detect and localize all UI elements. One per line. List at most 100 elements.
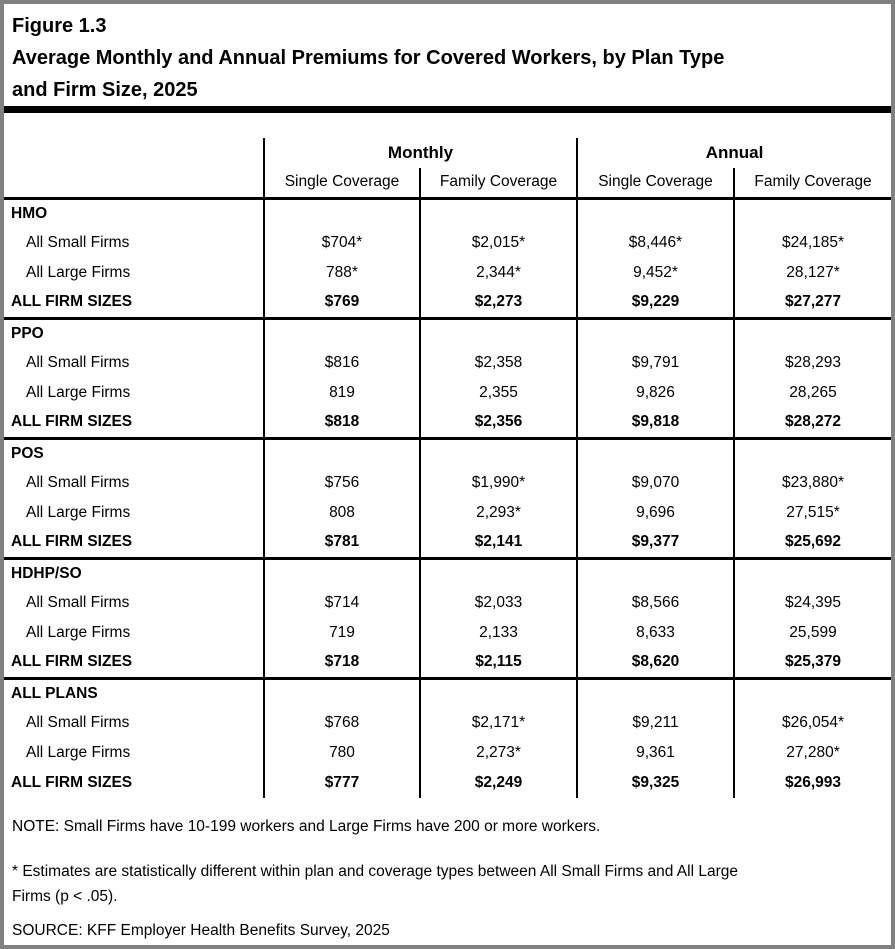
cell-value: $714 — [264, 588, 421, 618]
cell-value: 9,452* — [577, 258, 735, 288]
row-label: ALL FIRM SIZES — [4, 768, 265, 798]
cell-value: 28,265 — [789, 384, 837, 401]
plan-label: PPO — [4, 316, 265, 348]
empty-cell — [577, 436, 735, 468]
empty-cell — [577, 316, 735, 348]
row-label: All Large Firms — [4, 618, 265, 648]
empty-cell — [264, 556, 421, 588]
plan-label: HDHP/SO — [4, 556, 265, 588]
cell-value: 808 — [264, 498, 421, 528]
title-block: Figure 1.3 Average Monthly and Annual Pr… — [4, 4, 891, 106]
note-text: NOTE: Small Firms have 10-199 workers an… — [12, 818, 601, 835]
table-row: All Large Firms 719 2,133 8,633 25,599 — [4, 618, 891, 648]
empty-cell — [420, 676, 578, 708]
cell-value: 9,361 — [577, 738, 735, 768]
row-label: ALL FIRM SIZES — [4, 288, 265, 318]
cell-value: $1,990* — [420, 468, 578, 498]
plan-section-row: HDHP/SO — [4, 556, 891, 588]
empty-cell — [420, 198, 578, 228]
cell-value: $9,211 — [577, 708, 735, 738]
cell-value: $8,620 — [577, 648, 735, 678]
table-row: ALL FIRM SIZES $818 $2,356 $9,818 $28,272 — [4, 408, 891, 438]
plan-section-row: POS — [4, 436, 891, 468]
cell-value: 2,355 — [420, 378, 578, 408]
row-label: All Small Firms — [4, 228, 265, 258]
figure-title: Average Monthly and Annual Premiums for … — [12, 47, 725, 101]
table-row: All Small Firms $768 $2,171* $9,211 $26,054* — [4, 708, 891, 738]
empty-cell — [734, 436, 891, 468]
source-text: SOURCE: KFF Employer Health Benefits Sur… — [12, 922, 390, 939]
cell-value: $28,293 — [784, 354, 842, 371]
table-row: All Large Firms 808 2,293* 9,696 27,515* — [4, 498, 891, 528]
cell-value: $9,229 — [577, 288, 735, 318]
row-label: All Large Firms — [4, 498, 265, 528]
empty-cell — [420, 436, 578, 468]
premiums-table: Monthly Annual Single Coverage Family Cover… — [4, 138, 891, 798]
cell-value: $25,379 — [784, 653, 842, 671]
cell-value: $28,272 — [784, 413, 842, 431]
cell-value: $9,070 — [577, 468, 735, 498]
corner-cell — [4, 168, 265, 198]
empty-cell — [577, 198, 735, 228]
cell-value: 2,133 — [420, 618, 578, 648]
empty-cell — [734, 198, 891, 228]
table-row: All Small Firms $704* $2,015* $8,446* $24,18… — [4, 228, 891, 258]
empty-cell — [264, 436, 421, 468]
cell-value: $718 — [264, 648, 421, 678]
column-header: Single Coverage — [577, 168, 735, 198]
cell-value: 788* — [264, 258, 421, 288]
table-row: ALL FIRM SIZES $781 $2,141 $9,377 $25,692 — [4, 528, 891, 558]
cell-value: $777 — [264, 768, 421, 798]
row-label: ALL FIRM SIZES — [4, 648, 265, 678]
cell-value: $24,395 — [784, 594, 842, 611]
cell-value: $769 — [264, 288, 421, 318]
cell-value: 27,280* — [786, 744, 840, 761]
plan-label: POS — [4, 436, 265, 468]
empty-cell — [420, 316, 578, 348]
row-label: All Large Firms — [4, 738, 265, 768]
empty-cell — [734, 676, 891, 708]
cell-value: $704* — [264, 228, 421, 258]
cell-value: $2,141 — [420, 528, 578, 558]
table-row: All Large Firms 788* 2,344* 9,452* 28,127* — [4, 258, 891, 288]
cell-value: $24,185* — [781, 234, 845, 251]
cell-value: $2,015* — [420, 228, 578, 258]
cell-value: $768 — [264, 708, 421, 738]
cell-value: 8,633 — [577, 618, 735, 648]
plan-label: ALL PLANS — [4, 676, 265, 708]
row-label: All Small Firms — [4, 708, 265, 738]
table-row: All Small Firms $714 $2,033 $8,566 $24,395 — [4, 588, 891, 618]
table-row: All Large Firms 819 2,355 9,826 28,265 — [4, 378, 891, 408]
cell-value: 2,293* — [420, 498, 578, 528]
cell-value: $781 — [264, 528, 421, 558]
empty-cell — [264, 316, 421, 348]
row-label: ALL FIRM SIZES — [4, 408, 265, 438]
table-row: All Small Firms $816 $2,358 $9,791 $28,293 — [4, 348, 891, 378]
cell-value: $9,791 — [577, 348, 735, 378]
table-head: Monthly Annual Single Coverage Family Cover… — [4, 138, 891, 198]
cell-value: 25,599 — [789, 624, 837, 641]
cell-value: $25,692 — [784, 533, 842, 551]
cell-value: 819 — [264, 378, 421, 408]
cell-value: 9,826 — [577, 378, 735, 408]
group-header: Annual — [705, 143, 764, 162]
row-label: All Small Firms — [4, 468, 265, 498]
row-label: All Large Firms — [4, 378, 265, 408]
empty-cell — [577, 556, 735, 588]
table-row: All Large Firms 780 2,273* 9,361 27,280* — [4, 738, 891, 768]
column-header: Family Coverage — [420, 168, 578, 198]
row-label: All Large Firms — [4, 258, 265, 288]
cell-value: $2,171* — [420, 708, 578, 738]
cell-value: 2,273* — [420, 738, 578, 768]
cell-value: $9,325 — [577, 768, 735, 798]
plan-label: HMO — [4, 198, 265, 228]
empty-cell — [264, 676, 421, 708]
table-row: ALL FIRM SIZES $718 $2,115 $8,620 $25,379 — [4, 648, 891, 678]
cell-value: $9,377 — [577, 528, 735, 558]
cell-value: $8,446* — [577, 228, 735, 258]
empty-cell — [420, 556, 578, 588]
table-row: ALL FIRM SIZES $777 $2,249 $9,325 $26,993 — [4, 768, 891, 798]
cell-value: $27,277 — [784, 293, 842, 311]
cell-value: $756 — [264, 468, 421, 498]
empty-cell — [734, 556, 891, 588]
